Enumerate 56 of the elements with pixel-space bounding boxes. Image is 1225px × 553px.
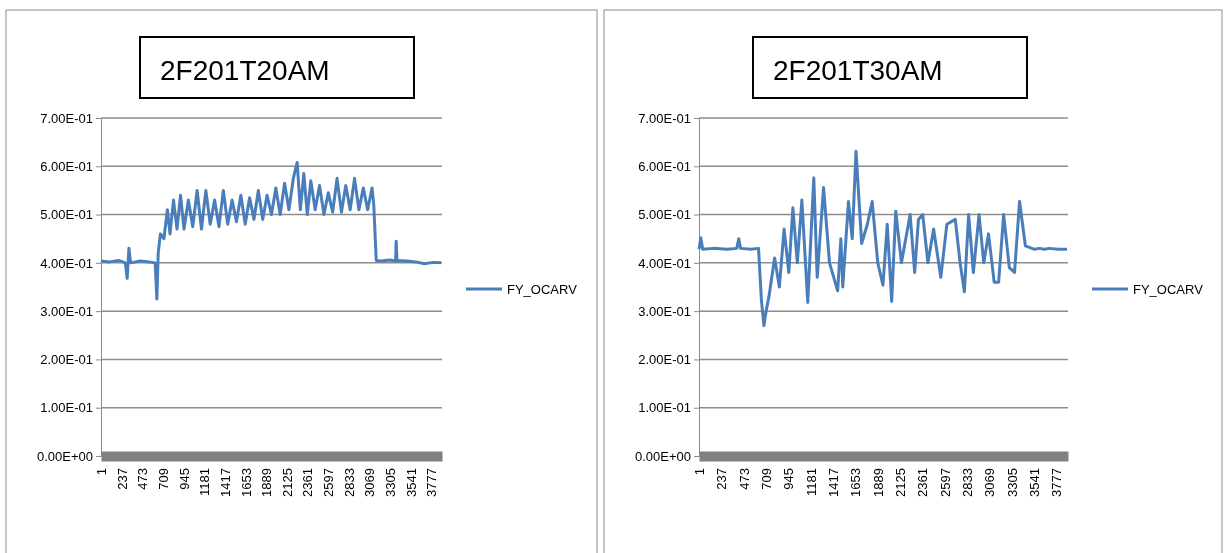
chart-title: 2F201T30AM [773,55,943,86]
x-tick-label: 3069 [982,468,998,497]
x-tick-label: 3777 [424,468,440,497]
x-tick-label: 1417 [217,468,233,497]
x-tick-label: 1 [94,468,110,476]
x-tick-label: 709 [155,468,171,490]
y-tick-label: 4.00E-01 [40,255,93,271]
x-tick-label: 1181 [197,468,213,496]
y-tick-label: 7.00E-01 [638,110,691,126]
x-tick-label: 1889 [259,468,275,497]
x-tick-label: 1653 [238,468,254,497]
y-tick-label: 5.00E-01 [40,207,93,223]
x-tick-label: 709 [759,468,775,490]
y-tick-label: 7.00E-01 [40,110,93,126]
x-tick-label: 3541 [403,468,419,497]
y-tick-label: 3.00E-01 [40,303,93,319]
x-tick-label: 3305 [383,468,399,497]
y-tick-label: 2.00E-01 [638,352,691,368]
x-tick-label: 3541 [1027,468,1043,497]
x-tick-label: 1653 [848,468,864,497]
x-tick-label: 945 [781,468,797,490]
y-tick-label: 1.00E-01 [638,400,691,416]
x-tick-label: 2125 [893,468,909,497]
y-tick-label: 5.00E-01 [638,207,691,223]
x-tick-label: 2361 [300,468,316,497]
x-tick-label: 1417 [826,468,842,497]
line-series [697,149,1069,328]
y-tick-label: 1.00E-01 [40,400,93,416]
y-tick-label: 0.00E+00 [634,448,691,464]
x-tick-label: 2833 [960,468,976,497]
x-tick-label: 3305 [1004,468,1020,497]
y-tick-label: 6.00E-01 [40,158,93,174]
x-tick-label: 2833 [341,468,357,497]
x-tick-label: 2597 [937,468,953,497]
x-tick-label: 2597 [321,468,337,497]
y-tick-label: 2.00E-01 [40,352,93,368]
y-tick-label: 6.00E-01 [638,158,691,174]
x-tick-label: 1 [692,468,708,476]
x-tick-label: 3777 [1049,468,1065,497]
legend-label: FY_OCARV [1133,281,1204,297]
y-tick-label: 3.00E-01 [638,303,691,319]
y-tick-label: 4.00E-01 [638,255,691,271]
x-tick-label: 473 [135,468,151,490]
x-tick-label: 237 [114,468,130,490]
chart-title: 2F201T20AM [160,55,330,86]
x-tick-label: 473 [736,468,752,490]
x-tick-label: 1889 [870,468,886,497]
legend-label: FY_OCARV [507,281,578,297]
line-series [99,160,443,301]
x-tick-label: 2125 [279,468,295,497]
x-tick-label: 2361 [915,468,931,497]
x-tick-label: 3069 [362,468,378,497]
x-tick-label: 945 [176,468,192,490]
x-tick-label: 237 [714,468,730,490]
y-tick-label: 0.00E+00 [36,448,93,464]
x-tick-label: 1181 [803,468,819,496]
